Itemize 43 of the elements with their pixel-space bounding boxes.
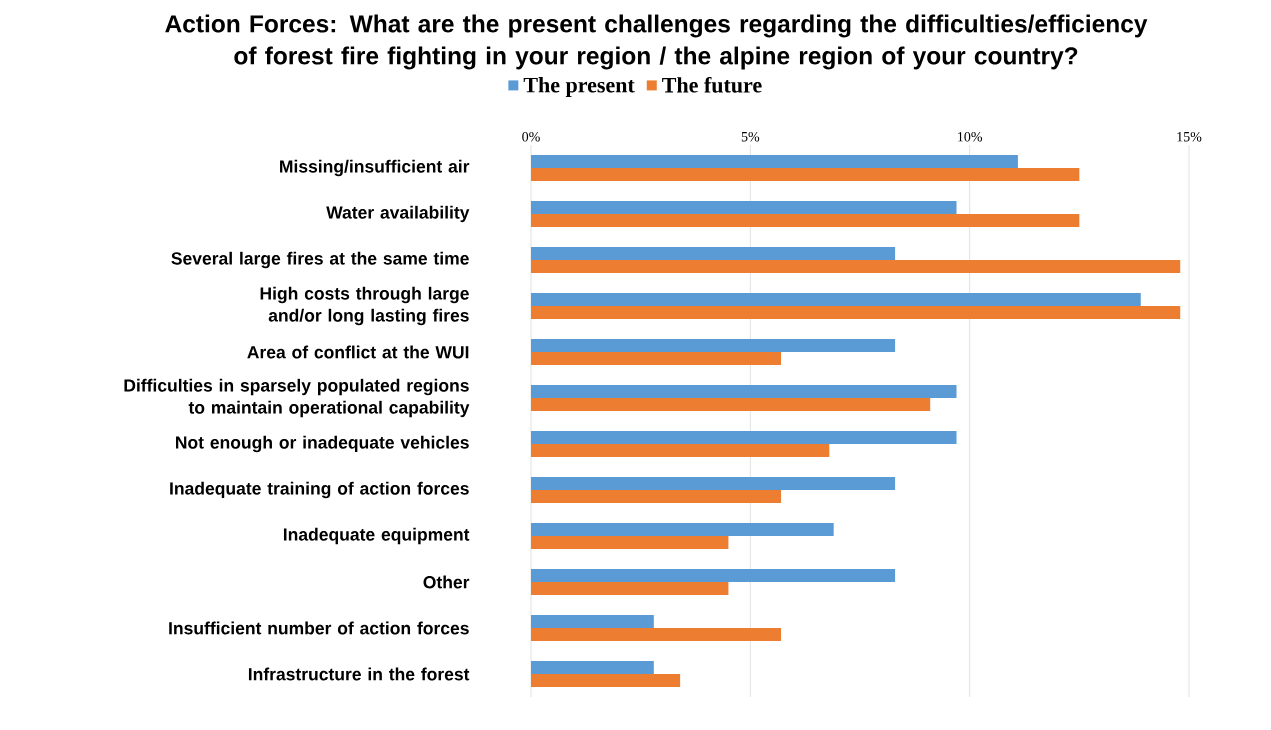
y-tick-label: Other	[423, 575, 470, 589]
x-tick-label: 5%	[741, 131, 760, 142]
bar	[531, 661, 654, 675]
y-tick-label: Not enough or inadequate vehicles	[176, 435, 469, 453]
legend-label: The future	[662, 76, 762, 93]
bar	[531, 431, 957, 444]
bar	[531, 168, 1080, 181]
y-tick-label: Several large fires at the same time	[171, 251, 469, 269]
bar	[531, 490, 782, 503]
bar	[531, 615, 654, 629]
bar	[531, 352, 782, 365]
y-tick-label: Inadequate equipment	[283, 527, 470, 545]
bar	[531, 247, 896, 260]
bar	[531, 293, 1141, 306]
bar	[531, 582, 729, 595]
x-tick-label: 10%	[958, 131, 983, 142]
chart-title: Action Forces: What are the present challenges regarding the difficulties/efficiency of forest fire fighting in your region / the alpine region of your country?	[165, 14, 1148, 70]
x-tick-label: 0%	[522, 131, 540, 142]
bar	[531, 536, 729, 549]
bar	[531, 523, 834, 536]
y-tick-label: Water availability	[326, 205, 470, 223]
bar	[531, 674, 681, 688]
bar	[531, 155, 1018, 168]
y-tick-label: High costs through large and/or long lasting fires	[260, 286, 469, 326]
y-tick-label: Infrastructure in the forest	[248, 667, 470, 681]
bar	[531, 306, 1181, 319]
y-tick-label: Insufficient number of action forces	[169, 621, 469, 635]
bar	[531, 339, 896, 352]
bar	[531, 201, 957, 214]
bar	[531, 444, 830, 457]
legend-label: The present	[523, 77, 635, 97]
y-tick-label: Area of conflict at the WUI	[247, 345, 469, 359]
bar	[531, 398, 931, 411]
y-tick-label: Missing/insufficient air	[280, 159, 470, 177]
x-tick-label: 15%	[1177, 131, 1202, 142]
y-tick-label: Difficulties in sparsely populated regions to maintain operational capability	[124, 378, 470, 418]
bar	[531, 385, 957, 398]
bar	[531, 260, 1181, 273]
bar	[531, 569, 896, 582]
bar	[531, 214, 1080, 227]
bar	[531, 628, 782, 642]
y-tick-label: Inadequate training of action forces	[170, 481, 469, 499]
bar	[531, 477, 896, 490]
